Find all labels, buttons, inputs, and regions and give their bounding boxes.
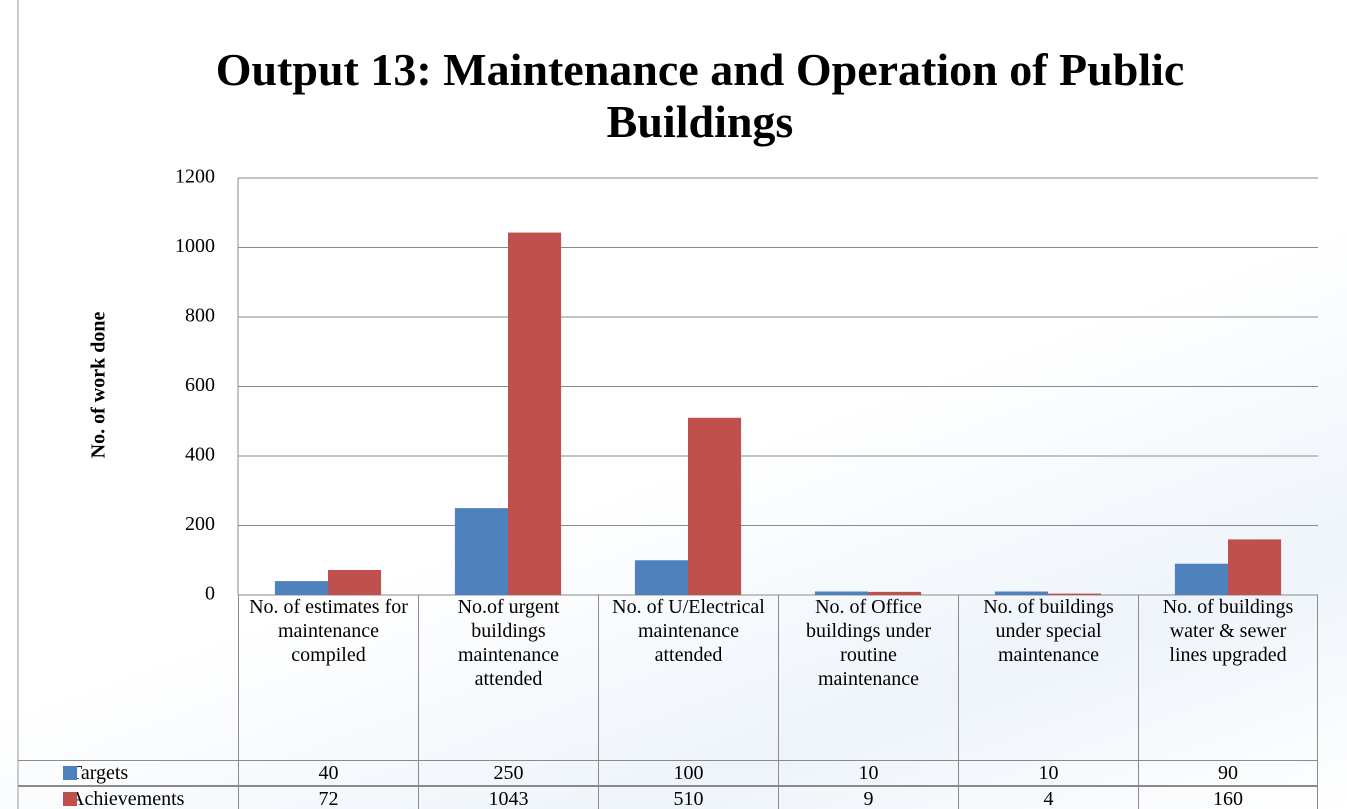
legend-key	[63, 792, 77, 806]
y-tick-label: 1000	[175, 235, 215, 257]
category-label: No. of Office buildings under routine ma…	[778, 595, 958, 760]
table-value: 10	[958, 760, 1138, 786]
table-value: 90	[1138, 760, 1318, 786]
bar	[1048, 593, 1102, 595]
table-value: 4	[958, 786, 1138, 809]
y-tick-label: 0	[205, 583, 215, 605]
y-tick-label: 200	[185, 513, 215, 535]
bar	[508, 232, 562, 595]
y-tick-label: 600	[185, 374, 215, 396]
category-label: No.of urgent buildings maintenance atten…	[418, 595, 598, 760]
bar	[814, 591, 868, 595]
category-label: No. of U/Electrical maintenance attended	[598, 595, 778, 760]
legend-entry: Targets	[18, 760, 238, 786]
bar	[1228, 539, 1282, 595]
table-value: 72	[238, 786, 418, 809]
bar	[994, 591, 1048, 595]
chart-title: Output 13: Maintenance and Operation of …	[215, 44, 1185, 147]
category-label: No. of buildings water & sewer lines upg…	[1138, 595, 1318, 760]
y-tick-label: 400	[185, 444, 215, 466]
y-tick-label: 800	[185, 305, 215, 327]
table-value: 40	[238, 760, 418, 786]
category-label: No. of estimates for maintenance compile…	[238, 595, 418, 760]
table-value: 160	[1138, 786, 1318, 809]
bar	[868, 591, 922, 595]
bar	[454, 508, 508, 595]
category-label: No. of buildings under special maintenan…	[958, 595, 1138, 760]
y-tick-label: 1200	[175, 166, 215, 188]
legend-entry: Achievements	[18, 786, 238, 809]
bar	[688, 417, 742, 595]
legend-key	[63, 766, 77, 780]
table-value: 1043	[418, 786, 598, 809]
table-value: 510	[598, 786, 778, 809]
table-value: 10	[778, 760, 958, 786]
y-axis-label: No. of work done	[88, 312, 110, 459]
bar	[1174, 563, 1228, 595]
table-value: 250	[418, 760, 598, 786]
bar	[328, 569, 382, 595]
bar	[634, 560, 688, 595]
bar	[274, 581, 328, 595]
table-value: 9	[778, 786, 958, 809]
table-value: 100	[598, 760, 778, 786]
